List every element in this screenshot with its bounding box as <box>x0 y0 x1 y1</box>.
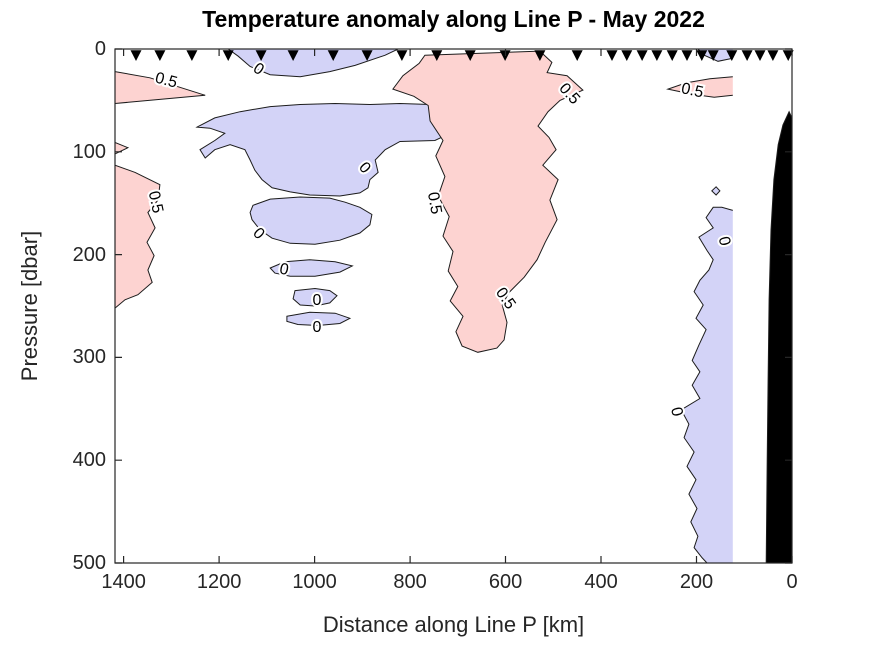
contour-region-right-negative-column <box>681 207 733 563</box>
station-marker-icon <box>681 50 693 61</box>
x-tick-label-200: 200 <box>679 571 714 593</box>
y-tick-label-100: 100 <box>72 140 106 163</box>
contour-region-left-middle-positive <box>115 165 160 309</box>
contour-region-center-negative-2 <box>249 196 373 245</box>
contour-region-right-tiny-negative-dot <box>711 186 721 196</box>
station-marker-icon <box>222 50 234 61</box>
station-marker-icon <box>651 50 663 61</box>
contour-region-center-negative-sliver <box>269 259 354 277</box>
x-tick-label-1200: 1200 <box>196 571 242 593</box>
station-marker-icon <box>741 50 753 61</box>
contour-region-middle-big-positive <box>392 50 584 353</box>
contour-regions <box>115 49 792 563</box>
x-tick-label-400: 400 <box>584 571 618 593</box>
y-axis-label: Pressure [dbar] <box>17 230 42 382</box>
station-marker-icon <box>606 50 618 61</box>
contour-outline-left-top-positive-wedge <box>115 71 206 104</box>
station-marker-icon <box>154 50 166 61</box>
y-tick-label-400: 400 <box>72 449 106 472</box>
contour-label-0: 0.5 <box>153 70 179 92</box>
contour-region-left-positive-small-wedge <box>115 142 128 154</box>
station-marker-icon <box>754 50 766 61</box>
y-tick-label-200: 200 <box>72 243 106 266</box>
chart-title: Temperature anomaly along Line P - May 2… <box>202 6 705 32</box>
contour-outline-right-positive-sliver <box>666 76 733 98</box>
station-marker-icon <box>255 50 267 61</box>
contour-label-7: 0 <box>313 319 322 336</box>
contour-region-center-negative-blob-2 <box>286 311 352 327</box>
contour-outline-left-middle-positive <box>115 164 161 309</box>
contour-outline-right-negative-column <box>680 206 733 563</box>
station-marker-icon <box>726 50 738 61</box>
station-marker-icon <box>696 50 708 61</box>
station-marker-icon <box>534 50 546 61</box>
y-tick-label-300: 300 <box>72 346 106 369</box>
station-marker-icon <box>621 50 633 61</box>
x-tick-label-1400: 1400 <box>101 571 146 593</box>
contour-outline-top-center-negative <box>227 49 399 78</box>
x-tick-label-0: 0 <box>786 571 798 593</box>
x-tick-label-800: 800 <box>393 571 427 593</box>
station-marker-icon <box>782 50 794 61</box>
x-tick-label-600: 600 <box>488 571 523 593</box>
plot-box <box>114 48 793 564</box>
station-marker-icon <box>361 50 373 61</box>
y-tick-label-500: 500 <box>72 552 106 574</box>
station-marker-icon <box>666 50 678 61</box>
contour-region-center-negative-blob-1 <box>292 287 338 307</box>
station-marker-icon <box>707 50 719 61</box>
contour-label-4: 0 <box>249 225 267 243</box>
station-marker-icon <box>464 50 476 61</box>
station-markers <box>130 50 794 61</box>
station-marker-icon <box>571 50 583 61</box>
station-marker-icon <box>767 50 779 61</box>
contour-label-8: 0.5 <box>424 191 445 216</box>
x-tick-label-1000: 1000 <box>292 571 337 593</box>
station-marker-icon <box>636 50 648 61</box>
contour-label-11: 0.5 <box>680 80 705 101</box>
station-marker-icon <box>431 50 443 61</box>
contour-outline-coast-bottom-mask <box>765 110 792 563</box>
y-tick-label-0: 0 <box>94 38 106 60</box>
station-marker-icon <box>287 50 299 61</box>
x-axis-label: Distance along Line P [km] <box>322 612 585 637</box>
contour-region-center-big-negative <box>195 102 458 197</box>
station-marker-icon <box>186 50 198 61</box>
axis-ticks <box>115 48 793 564</box>
contour-label-13: 0 <box>667 406 686 418</box>
station-marker-icon <box>327 50 339 61</box>
contour-region-left-top-positive-wedge <box>115 71 206 104</box>
contour-label-6: 0 <box>313 292 322 309</box>
contour-region-top-center-negative <box>228 49 399 77</box>
station-marker-icon <box>130 50 142 61</box>
axes <box>114 48 793 564</box>
contour-region-coast-bottom-mask <box>766 111 792 563</box>
station-marker-icon <box>396 50 408 61</box>
